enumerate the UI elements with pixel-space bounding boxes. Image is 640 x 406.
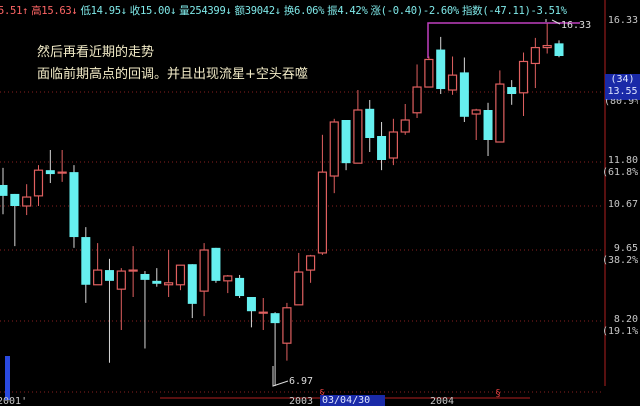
volume-value: 量254399↓ bbox=[179, 5, 232, 17]
candle-body-down bbox=[483, 110, 493, 140]
candle-body-up bbox=[57, 171, 67, 174]
candle-body-up bbox=[282, 307, 292, 344]
candle-body-up bbox=[22, 196, 32, 207]
axis-level-pct: (19.1%) bbox=[602, 326, 640, 337]
candle-body-up bbox=[175, 264, 186, 286]
axis-level-price: 11.80 bbox=[607, 155, 638, 166]
candle-body-down bbox=[341, 120, 351, 164]
candle-body-up bbox=[116, 270, 126, 290]
low-marker-label: 6.97 bbox=[289, 376, 313, 387]
axis-box-count: (34) bbox=[610, 74, 635, 85]
turnover-value: 换6.06% bbox=[283, 5, 325, 17]
candle-body-down bbox=[140, 273, 150, 280]
candle-body-down bbox=[0, 184, 8, 196]
axis-level-price: 10.67 bbox=[607, 199, 638, 210]
candle-body-down bbox=[152, 280, 162, 284]
candle-body-down bbox=[211, 247, 221, 281]
volume-bar bbox=[5, 356, 10, 400]
candle-body-down bbox=[81, 237, 91, 285]
amount-value: 额39042↓ bbox=[234, 5, 282, 17]
candle-body-up bbox=[447, 74, 458, 91]
candle-body-down bbox=[377, 136, 387, 160]
candle-body-up bbox=[305, 255, 316, 271]
event-marker-icon: § bbox=[319, 388, 325, 399]
quote-header: 5.51↑ 高15.63↓ 低14.95↓ 收15.00↓ 量254399↓ 额39042… bbox=[0, 3, 570, 18]
axis-box-price: 13.55 bbox=[607, 86, 638, 97]
high-marker-label: 16.33 bbox=[561, 20, 591, 31]
candle-body-up bbox=[164, 282, 174, 286]
low-pointer-line bbox=[272, 366, 289, 387]
candle-body-up bbox=[471, 109, 481, 115]
axis-label-top: 16.33 bbox=[607, 15, 638, 26]
candle-body-up bbox=[495, 83, 505, 143]
candle-body-down bbox=[45, 170, 55, 175]
candle-body-up bbox=[33, 169, 44, 197]
candle-body-down bbox=[365, 108, 375, 138]
candle-body-up bbox=[294, 271, 304, 306]
candle-body-down bbox=[246, 297, 256, 312]
high-pointer-line bbox=[551, 19, 561, 25]
axis-level-pct: (61.8%) bbox=[602, 167, 640, 178]
candle-body-up bbox=[258, 311, 268, 314]
candle-body-up bbox=[530, 46, 540, 65]
candle-body-up bbox=[424, 58, 434, 88]
axis-highlight-box: (34) 13.55 bbox=[605, 74, 640, 100]
date-label-2003: 2003 bbox=[289, 396, 314, 406]
candle-body-up bbox=[128, 269, 138, 272]
date-cursor[interactable]: 03/04/30 三 bbox=[320, 395, 385, 406]
open-value: 5.51↑ bbox=[0, 5, 29, 17]
axis-level-price: 8.20 bbox=[613, 314, 638, 325]
candle-body-down bbox=[69, 172, 79, 238]
axis-level-price: 9.65 bbox=[613, 243, 638, 254]
candle-body-down bbox=[235, 277, 245, 297]
event-marker-icon: § bbox=[495, 388, 501, 399]
candle-body-up bbox=[518, 60, 529, 94]
annotation-line-1: 然后再看近期的走势 bbox=[37, 45, 155, 60]
candle-body-down bbox=[10, 193, 20, 206]
annotation-line-2: 面临前期高点的回调。并且出现流星+空头吞噬 bbox=[37, 67, 308, 82]
date-label-2001: 2001' bbox=[0, 396, 28, 406]
candle-body-up bbox=[353, 109, 363, 164]
change-value: 涨(-0.40)-2.60% bbox=[370, 5, 459, 17]
candle-body-up bbox=[388, 131, 398, 159]
close-value: 收15.00↓ bbox=[129, 5, 177, 17]
amplitude-value: 振4.42% bbox=[327, 5, 368, 17]
date-cursor-value: 03/04/30 bbox=[322, 395, 371, 406]
candle-body-down bbox=[270, 313, 280, 324]
date-label-2004: 2004 bbox=[430, 396, 455, 406]
candle-body-down bbox=[507, 87, 517, 94]
axis-box-pct: (80.9%) bbox=[604, 99, 638, 106]
high-marker-line bbox=[427, 22, 580, 59]
candle-body-down bbox=[436, 49, 446, 90]
candle-body-up bbox=[542, 44, 552, 49]
low-value: 低14.95↓ bbox=[80, 5, 127, 17]
candle-body-down bbox=[104, 270, 114, 281]
candle-body-up bbox=[400, 119, 410, 133]
candle-body-up bbox=[223, 275, 233, 282]
index-value: 指数(-47.11)-3.51% bbox=[461, 5, 567, 17]
candle-body-down bbox=[459, 72, 469, 117]
candle-body-up bbox=[93, 269, 103, 286]
candle-body-up bbox=[329, 121, 339, 177]
axis-level-pct: (38.2%) bbox=[602, 255, 640, 266]
candle-body-up bbox=[412, 86, 422, 114]
high-value: 高15.63↓ bbox=[31, 5, 78, 17]
candle-body-down bbox=[554, 43, 564, 57]
candle-body-down bbox=[187, 264, 197, 304]
candle-body-up bbox=[317, 171, 328, 254]
candle-body-up bbox=[199, 249, 209, 292]
